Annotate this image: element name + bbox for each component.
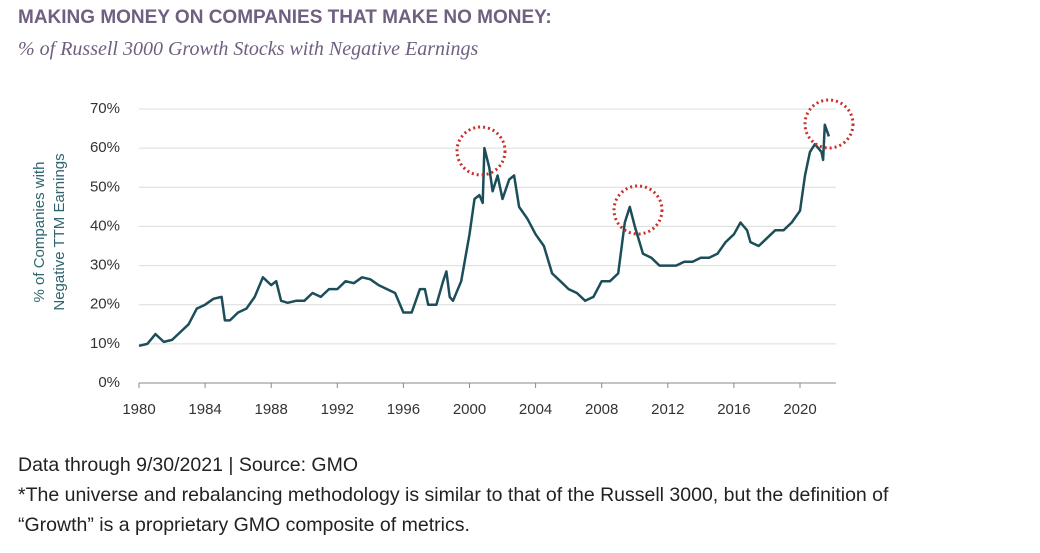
x-tick-label: 2004 [519, 401, 552, 418]
y-tick-label: 40% [90, 217, 120, 234]
x-tick-label: 1984 [188, 401, 221, 418]
x-tick-label: 1996 [387, 401, 420, 418]
x-tick-label: 1992 [321, 401, 354, 418]
y-tick-label: 30% [90, 257, 120, 274]
y-tick-label: 70% [90, 100, 120, 117]
x-tick-label: 1980 [122, 401, 155, 418]
plot-area: 0% 10% 20% 30% 40% 50% 60% 70% 1980 1984 1988 1992 1… [90, 100, 836, 418]
y-axis-label-line: Negative TTM Earnings [51, 153, 68, 310]
y-axis-label-line: % of Companies with [31, 162, 48, 303]
source: Data through 9/30/2021 | Source: GMO [18, 454, 359, 476]
x-tick-label: 2012 [651, 401, 684, 418]
x-tick-label: 1988 [255, 401, 288, 418]
x-tick-label: 2008 [585, 401, 618, 418]
footnote: “Growth” is a proprietary GMO composite … [18, 514, 470, 536]
chart-title: MAKING MONEY ON COMPANIES THAT MAKE NO M… [18, 7, 552, 28]
x-tick-label: 2000 [453, 401, 486, 418]
y-tick-label: 50% [90, 178, 120, 195]
data-line [138, 123, 831, 348]
y-tick-label: 0% [98, 374, 120, 391]
highlight-circle [612, 184, 664, 236]
highlight-circle [455, 125, 507, 177]
chart-subtitle: % of Russell 3000 Growth Stocks with Neg… [18, 38, 479, 60]
y-axis-label: % of Companies with Negative TTM Earning… [31, 153, 68, 310]
footnote: *The universe and rebalancing methodolog… [18, 484, 889, 506]
highlight-circle [803, 98, 855, 150]
highlight-circles [455, 98, 855, 236]
y-tick-label: 10% [90, 335, 120, 352]
y-tick-label: 60% [90, 139, 120, 156]
x-tick-label: 2020 [783, 401, 816, 418]
y-tick-label: 20% [90, 296, 120, 313]
chart: % of Companies with Negative TTM Earning… [31, 98, 855, 418]
x-tick-label: 2016 [717, 401, 750, 418]
